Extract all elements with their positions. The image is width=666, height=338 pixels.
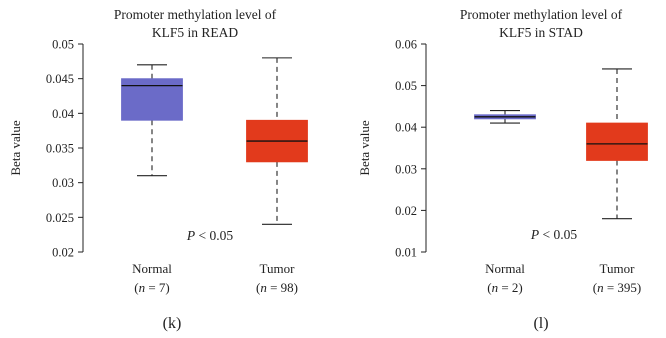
panel-label: (l) (533, 315, 548, 332)
category-n-label: (n = 395) (593, 280, 642, 295)
chart-title-line: Promoter methylation level of (460, 7, 623, 22)
panel-label: (k) (163, 315, 182, 332)
category-label: Tumor (600, 261, 636, 276)
y-tick-label: 0.03 (52, 176, 74, 190)
y-tick-label: 0.06 (395, 38, 417, 52)
category-n-label: (n = 2) (487, 280, 523, 295)
p-value-annotation: P < 0.05 (530, 227, 577, 242)
chart-1: Promoter methylation level of KLF5 in STA… (357, 7, 648, 332)
y-tick-label: 0.05 (395, 79, 417, 93)
chart-0: Promoter methylation level of KLF5 in REA… (8, 7, 308, 332)
y-tick-label: 0.04 (395, 121, 418, 135)
box-normal (474, 110, 536, 124)
box-iqr (586, 122, 648, 161)
chart-title-line: KLF5 in STAD (499, 25, 583, 40)
chart-title-line: Promoter methylation level of (114, 7, 277, 22)
y-tick-label: 0.025 (46, 211, 74, 225)
y-tick-label: 0.02 (52, 246, 74, 260)
y-axis-label: Beta value (357, 120, 372, 175)
category-n-label: (n = 98) (256, 280, 298, 295)
p-value-annotation: P < 0.05 (186, 228, 233, 243)
y-tick-label: 0.01 (395, 246, 417, 260)
y-tick-label: 0.03 (395, 162, 417, 176)
y-tick-label: 0.045 (46, 72, 74, 86)
box-iqr (121, 78, 183, 121)
y-tick-label: 0.035 (46, 142, 74, 156)
y-tick-label: 0.04 (52, 107, 75, 121)
category-label: Tumor (260, 261, 296, 276)
box-tumor (246, 57, 308, 225)
y-axis-label: Beta value (8, 120, 23, 175)
category-label: Normal (132, 261, 172, 276)
chart-title-line: KLF5 in READ (152, 25, 239, 40)
y-tick-label: 0.02 (395, 204, 417, 218)
category-label: Normal (485, 261, 525, 276)
category-n-label: (n = 7) (134, 280, 170, 295)
box-normal (121, 64, 183, 177)
y-tick-label: 0.05 (52, 38, 74, 52)
box-tumor (586, 68, 648, 220)
